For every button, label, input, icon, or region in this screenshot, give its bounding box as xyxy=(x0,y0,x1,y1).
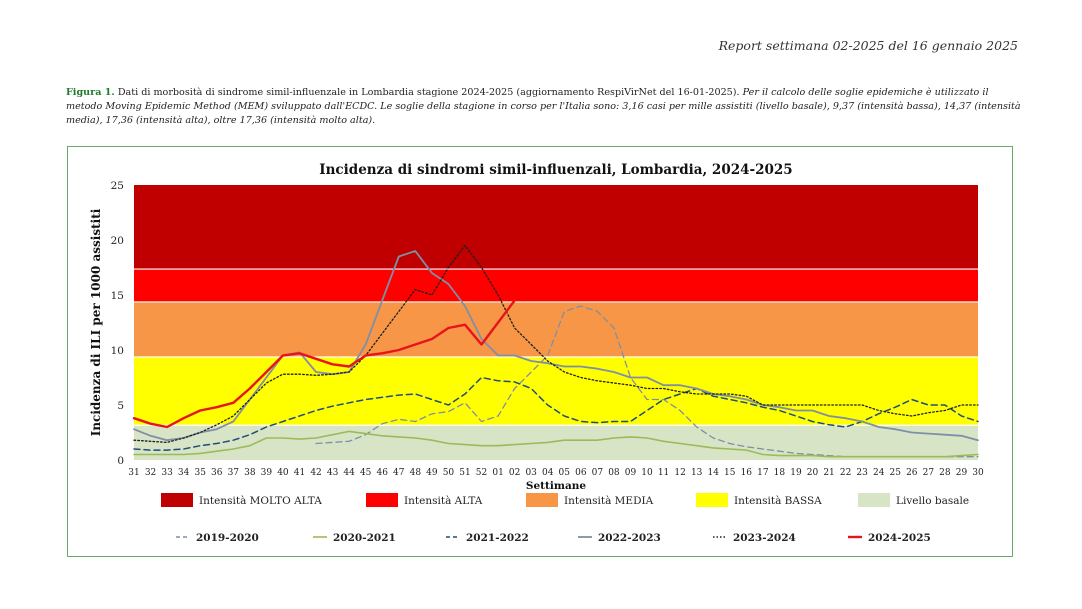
band-3 xyxy=(134,269,978,302)
x-tick-label: 50 xyxy=(443,468,455,478)
band-0 xyxy=(134,425,978,460)
x-tick-label: 13 xyxy=(691,468,703,478)
x-tick-label: 09 xyxy=(625,468,637,478)
x-tick-label: 34 xyxy=(178,468,190,478)
x-tick-label: 32 xyxy=(145,468,156,478)
x-tick-label: 28 xyxy=(939,468,951,478)
x-tick-label: 42 xyxy=(310,468,321,478)
series-line-2021-2022 xyxy=(133,376,979,451)
y-axis-label: Incidenza di ILI per 1000 assistiti xyxy=(89,208,103,436)
x-tick-label: 33 xyxy=(161,468,173,478)
x-tick-label: 43 xyxy=(327,468,339,478)
x-tick-label: 22 xyxy=(840,468,851,478)
x-tick-label: 23 xyxy=(856,468,868,478)
legend-label-series: 2022-2023 xyxy=(598,532,661,544)
series-line-2020-2021 xyxy=(133,430,979,458)
y-tick-label: 10 xyxy=(111,345,124,357)
legend-swatch-band xyxy=(161,493,193,507)
y-tick-label: 0 xyxy=(117,455,124,467)
x-tick-label: 48 xyxy=(410,468,422,478)
x-tick-label: 08 xyxy=(608,468,620,478)
y-tick-label: 20 xyxy=(111,235,124,247)
x-tick-label: 46 xyxy=(377,468,389,478)
y-tick-label: 15 xyxy=(111,290,124,302)
series-line-2023-2024 xyxy=(133,244,979,444)
x-tick-label: 07 xyxy=(592,468,604,478)
ili-chart: Incidenza di sindromi simil-influenzali,… xyxy=(89,162,984,544)
x-tick-label: 18 xyxy=(774,468,786,478)
legend-label-band: Intensità MEDIA xyxy=(564,495,654,507)
legend-label-band: Livello basale xyxy=(896,495,969,507)
x-axis-label: Settimane xyxy=(526,480,586,492)
x-tick-label: 16 xyxy=(741,468,753,478)
legend-swatch-band xyxy=(526,493,558,507)
x-tick-label: 27 xyxy=(923,468,935,478)
x-tick-label: 38 xyxy=(244,468,256,478)
legend-label-band: Intensità BASSA xyxy=(734,495,822,507)
legend-label-series: 2021-2022 xyxy=(466,532,529,544)
legend-swatch-band xyxy=(696,493,728,507)
legend-swatch-band xyxy=(366,493,398,507)
x-tick-label: 06 xyxy=(575,468,587,478)
y-tick-label: 5 xyxy=(117,400,124,412)
x-tick-label: 40 xyxy=(277,468,289,478)
figure-label: Figura 1. xyxy=(66,87,115,98)
x-tick-label: 03 xyxy=(525,468,537,478)
x-tick-label: 39 xyxy=(261,468,273,478)
x-tick-label: 45 xyxy=(360,468,372,478)
x-tick-label: 12 xyxy=(674,468,685,478)
band-2 xyxy=(134,301,978,357)
x-tick-label: 52 xyxy=(476,468,487,478)
legend-swatch-band xyxy=(858,493,890,507)
x-tick-label: 37 xyxy=(228,468,240,478)
series-line-2024-2025 xyxy=(132,299,516,429)
legend-label-series: 2024-2025 xyxy=(868,532,931,544)
chart-container: Incidenza di sindromi simil-influenzali,… xyxy=(67,146,1013,557)
x-tick-label: 31 xyxy=(128,468,139,478)
x-tick-label: 14 xyxy=(707,468,719,478)
x-tick-label: 10 xyxy=(641,468,653,478)
legend-label-series: 2020-2021 xyxy=(333,532,396,544)
legend-label-series: 2019-2020 xyxy=(196,532,259,544)
x-tick-label: 21 xyxy=(823,468,834,478)
figure-caption: Figura 1. Dati di morbosità di sindrome … xyxy=(66,86,1024,128)
band-4 xyxy=(134,185,978,270)
legend-label-series: 2023-2024 xyxy=(733,532,796,544)
x-tick-label: 25 xyxy=(890,468,902,478)
caption-italic: Per il calcolo delle soglie epidemiche è… xyxy=(66,87,1021,126)
x-tick-label: 05 xyxy=(559,468,571,478)
x-tick-label: 04 xyxy=(542,468,554,478)
y-tick-label: 25 xyxy=(111,180,124,192)
x-tick-label: 15 xyxy=(724,468,736,478)
chart-title: Incidenza di sindromi simil-influenzali,… xyxy=(319,162,792,178)
x-tick-label: 41 xyxy=(294,468,305,478)
series-line-2022-2023 xyxy=(133,250,979,442)
band-1 xyxy=(134,356,978,426)
x-tick-label: 17 xyxy=(757,468,769,478)
x-tick-label: 20 xyxy=(807,468,819,478)
report-header: Report settimana 02-2025 del 16 gennaio … xyxy=(718,38,1018,53)
x-tick-label: 47 xyxy=(393,468,405,478)
x-tick-label: 02 xyxy=(509,468,520,478)
x-tick-label: 44 xyxy=(343,468,355,478)
caption-main: Dati di morbosità di sindrome simil-infl… xyxy=(114,87,740,98)
x-tick-label: 19 xyxy=(790,468,802,478)
legend-label-band: Intensità MOLTO ALTA xyxy=(199,495,322,507)
x-tick-label: 11 xyxy=(658,468,669,478)
x-tick-label: 01 xyxy=(492,468,503,478)
legend-label-band: Intensità ALTA xyxy=(404,495,483,507)
x-tick-label: 26 xyxy=(906,468,918,478)
x-tick-label: 30 xyxy=(972,468,984,478)
x-tick-label: 51 xyxy=(459,468,470,478)
x-tick-label: 49 xyxy=(426,468,438,478)
x-tick-label: 24 xyxy=(873,468,885,478)
x-tick-label: 36 xyxy=(211,468,223,478)
x-tick-label: 35 xyxy=(194,468,206,478)
x-tick-label: 29 xyxy=(956,468,968,478)
